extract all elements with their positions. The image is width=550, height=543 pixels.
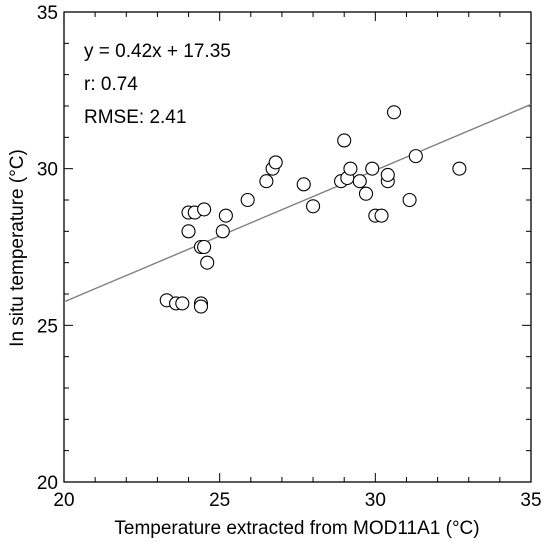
scatter-point — [452, 161, 467, 176]
x-tick-label: 35 — [520, 490, 541, 511]
x-tick-label: 30 — [365, 490, 386, 511]
x-tick-label: 20 — [53, 490, 74, 511]
scatter-point — [365, 161, 380, 176]
scatter-point — [386, 105, 402, 120]
x-axis-label: Temperature extracted from MOD11A1 (°C) — [114, 518, 479, 539]
y-tick-label: 20 — [37, 473, 58, 494]
scatter-point — [358, 186, 374, 201]
scatter-point — [215, 224, 230, 239]
scatter-point — [200, 255, 215, 270]
scatter-point — [402, 192, 417, 208]
scatter-point — [374, 208, 389, 223]
plot-frame — [63, 11, 532, 483]
y-axis-label: In situ temperature (°C) — [7, 149, 28, 347]
scatter-point — [259, 174, 274, 189]
scatter-point — [181, 224, 196, 239]
scatter-point — [352, 174, 367, 189]
scatter-point — [197, 239, 212, 255]
scatter-point — [175, 296, 190, 311]
scatter-point — [240, 192, 255, 208]
scatter-point — [380, 167, 395, 182]
scatter-point — [408, 149, 423, 164]
plot-area: 20 25 30 35 20 25 30 35 — [37, 3, 542, 511]
scatter-point — [337, 133, 352, 148]
scatter-point — [218, 208, 233, 223]
y-tick-label: 30 — [37, 160, 58, 181]
scatter-point — [268, 155, 283, 170]
scatter-point — [306, 199, 321, 214]
y-tick-label: 25 — [37, 316, 58, 337]
correlation-label: r: 0.74 — [84, 74, 138, 95]
rmse-label: RMSE: 2.41 — [84, 107, 186, 128]
scatter-point — [193, 299, 209, 314]
x-tick-label: 25 — [209, 490, 230, 511]
regression-equation-label: y = 0.42x + 17.35 — [84, 41, 231, 62]
scatter-point — [343, 161, 358, 176]
y-tick-label: 35 — [37, 3, 58, 24]
regression-line — [63, 103, 532, 303]
scatter-point — [197, 202, 212, 217]
scatter-point — [296, 177, 311, 192]
